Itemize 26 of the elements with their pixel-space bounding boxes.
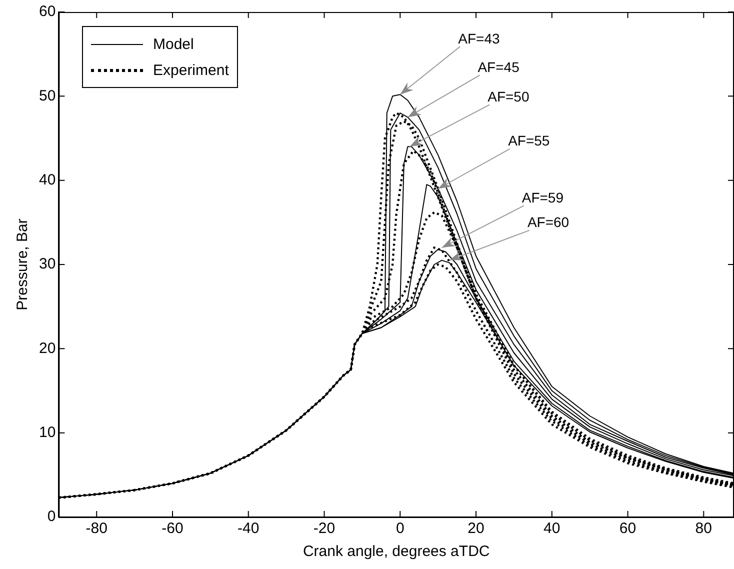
x-tick-label: -80	[86, 520, 108, 538]
legend-label: Model	[153, 36, 194, 52]
y-tick-label: 40	[38, 171, 56, 188]
annotation: AF=45	[478, 59, 520, 76]
x-tick-label: 0	[396, 520, 404, 538]
annotation: AF=59	[522, 190, 564, 206]
x-tick-label: 40	[544, 520, 560, 538]
x-tick-label: -20	[313, 520, 336, 538]
y-tick-label: 60	[38, 3, 56, 20]
x-tick-label: 60	[619, 520, 636, 538]
x-tick-label: 20	[468, 520, 484, 538]
annotation: AF=60	[527, 214, 570, 230]
y-tick-label: 0	[47, 508, 56, 526]
y-tick-label: 20	[38, 340, 56, 357]
x-tick-label: 80	[695, 520, 712, 538]
annotation: AF=50	[488, 88, 530, 105]
annotation: AF=55	[508, 132, 550, 149]
x-tick-label: -60	[162, 520, 184, 538]
x-tick-label: -40	[238, 520, 260, 538]
x-axis-title: Crank angle, degrees aTDC	[302, 543, 490, 560]
annotation: AF=43	[458, 30, 500, 46]
y-axis-title: Pressure, Bar	[14, 218, 32, 310]
y-tick-label: 30	[38, 256, 56, 273]
y-tick-label: 50	[38, 87, 56, 104]
y-tick-label: 10	[38, 424, 56, 441]
legend-label: Experiment	[153, 62, 229, 78]
